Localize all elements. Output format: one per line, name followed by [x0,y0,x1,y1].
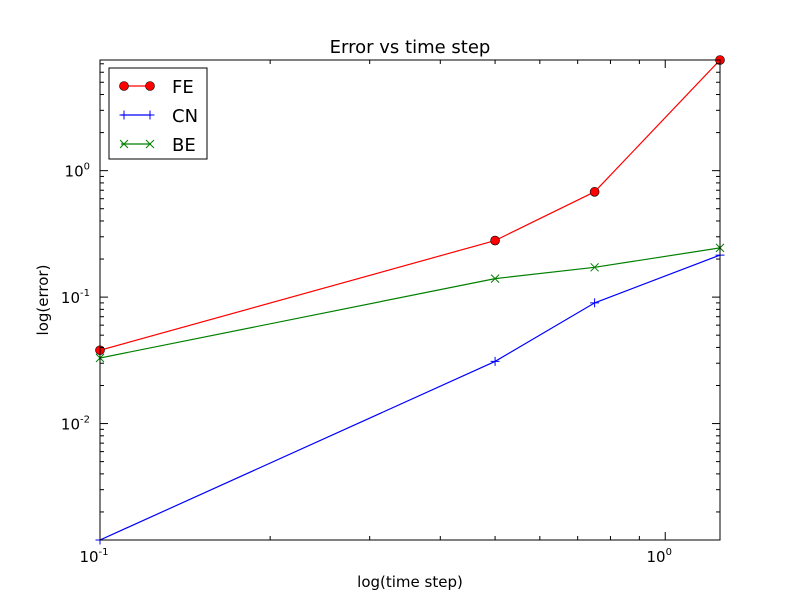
legend-marker-be [145,139,155,149]
series-line-cn [100,254,720,540]
y-tick-label-0: 10-2 [61,415,90,434]
chart-title: Error vs time step [330,37,491,58]
data-point-fe-1 [490,235,500,246]
x-tick-label-1: 100 [646,547,671,566]
data-point-be-2 [590,262,599,272]
data-point-be-1 [490,274,500,283]
legend: FE CN BE [108,67,208,160]
series-layer [100,60,720,540]
legend-marker-cn [119,110,129,120]
x-tick-label-0: 10-1 [79,547,108,566]
legend-label-cn: CN [172,106,198,127]
legend-marker-be [119,139,129,149]
series-line-fe [100,60,720,351]
tick-layer: 10-1 100 10-2 10-1 100 [61,60,720,566]
data-point-fe-2 [589,187,600,197]
legend-marker-fe [119,81,129,91]
legend-marker-cn [145,110,155,120]
y-tick-label-2: 100 [65,162,90,181]
plot-frame [99,59,721,541]
y-axis-label: log(error) [34,265,52,336]
series-line-be [100,247,720,359]
y-tick-label-1: 10-1 [61,288,90,307]
legend-marker-fe [145,81,155,91]
x-axis-label: log(time step) [357,573,463,591]
legend-label-be: BE [172,135,196,156]
data-point-cn-1 [490,356,500,366]
legend-label-fe: FE [172,77,194,98]
data-point-cn-2 [590,298,600,308]
